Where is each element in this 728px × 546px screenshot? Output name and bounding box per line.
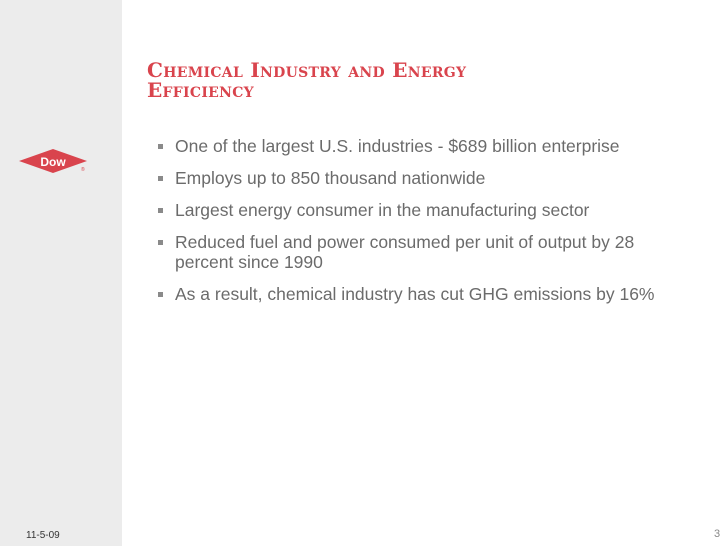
sidebar: Dow ® 11-5-09 [0,0,122,546]
bullet-item: Employs up to 850 thousand nationwide [157,168,697,188]
slide-date: 11-5-09 [26,530,60,541]
title-line-1: Chemical Industry and Energy [147,58,467,82]
square-bullet-icon [158,144,163,149]
dow-logo: Dow ® [19,149,87,173]
logo-text: Dow [40,155,66,169]
bullet-item: One of the largest U.S. industries - $68… [157,136,697,156]
bullet-item: Reduced fuel and power consumed per unit… [157,232,697,272]
square-bullet-icon [158,240,163,245]
svg-text:®: ® [81,166,85,173]
bullet-item: Largest energy consumer in the manufactu… [157,200,697,220]
square-bullet-icon [158,176,163,181]
bullet-item: As a result, chemical industry has cut G… [157,284,697,304]
slide-title: Chemical Industry and Energy Efficiency [147,60,707,100]
title-line-2: Efficiency [147,78,254,102]
square-bullet-icon [158,292,163,297]
square-bullet-icon [158,208,163,213]
bullet-list: One of the largest U.S. industries - $68… [157,136,697,316]
page-number: 3 [714,528,721,540]
